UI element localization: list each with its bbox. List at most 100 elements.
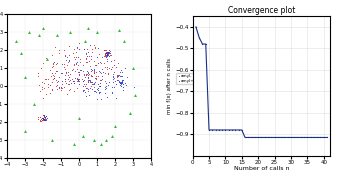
Point [122, 66, 128, 69]
Point [116, 81, 121, 83]
Point [69, 69, 75, 71]
Point [74, 61, 79, 64]
Point [54, 69, 60, 72]
Point [66, 45, 72, 48]
Point [116, 28, 122, 31]
Point [50, 78, 56, 81]
Point [43, 78, 49, 81]
Point [74, 78, 80, 80]
Point [105, 51, 111, 54]
Point [65, 78, 71, 81]
Point [75, 71, 80, 73]
Point [102, 52, 108, 55]
Point [58, 86, 64, 89]
Point [111, 71, 117, 73]
Point [119, 75, 125, 78]
Point [104, 53, 110, 56]
Point [80, 79, 86, 82]
Point [56, 85, 62, 88]
Point [49, 81, 54, 84]
Point [56, 76, 61, 79]
Point [86, 90, 91, 93]
Point [99, 77, 105, 80]
Point [91, 71, 97, 74]
Point [41, 81, 46, 84]
Point [103, 79, 108, 82]
Point [116, 78, 121, 81]
Point [22, 130, 28, 132]
Point [35, 75, 40, 78]
Point [67, 73, 73, 76]
Point [103, 49, 108, 52]
Point [104, 139, 109, 142]
Point [103, 51, 109, 54]
Point [53, 84, 59, 87]
Point [40, 116, 46, 119]
Point [103, 87, 109, 90]
Point [118, 84, 123, 87]
Point [43, 118, 49, 120]
Point [93, 77, 99, 80]
Point [88, 65, 93, 67]
Point [63, 71, 68, 74]
Point [100, 74, 105, 77]
Point [75, 87, 80, 90]
Point [41, 114, 47, 117]
Point [71, 142, 76, 145]
Point [69, 78, 75, 80]
Point [116, 74, 122, 77]
Point [71, 55, 77, 58]
Point [49, 139, 55, 142]
Point [96, 90, 102, 93]
Point [97, 71, 103, 73]
Point [98, 72, 104, 75]
Point [81, 83, 87, 86]
Point [114, 76, 120, 78]
Point [54, 62, 60, 65]
Point [116, 75, 121, 78]
Point [131, 66, 136, 69]
Point [41, 117, 47, 120]
Point [42, 117, 47, 120]
Point [103, 54, 109, 57]
Point [108, 53, 114, 56]
Point [41, 87, 47, 90]
Point [91, 60, 97, 63]
Point [87, 87, 93, 90]
Point [80, 88, 86, 91]
Point [105, 51, 110, 54]
Point [56, 51, 62, 54]
Point [91, 69, 96, 72]
Point [104, 66, 109, 69]
Point [19, 52, 24, 55]
Point [99, 68, 105, 71]
Point [86, 72, 91, 75]
Point [80, 84, 85, 87]
Point [68, 79, 73, 82]
Point [42, 116, 48, 118]
Point [93, 71, 99, 73]
Point [76, 56, 81, 59]
Point [89, 51, 95, 54]
Point [65, 74, 71, 77]
Point [80, 63, 86, 66]
Point [99, 56, 104, 59]
Point [127, 112, 132, 114]
Point [118, 81, 123, 84]
Point [107, 50, 113, 53]
Point [105, 52, 110, 55]
Point [80, 79, 86, 82]
Point [73, 58, 78, 61]
Point [118, 83, 123, 86]
Y-axis label: min f(x) after n calls: min f(x) after n calls [167, 58, 172, 114]
Point [63, 81, 68, 84]
Point [61, 86, 67, 89]
Point [102, 52, 108, 55]
Point [111, 75, 116, 78]
Point [46, 85, 51, 88]
Point [102, 88, 108, 91]
Point [103, 72, 108, 75]
Point [98, 142, 104, 145]
Point [39, 118, 45, 121]
Point [84, 73, 90, 76]
